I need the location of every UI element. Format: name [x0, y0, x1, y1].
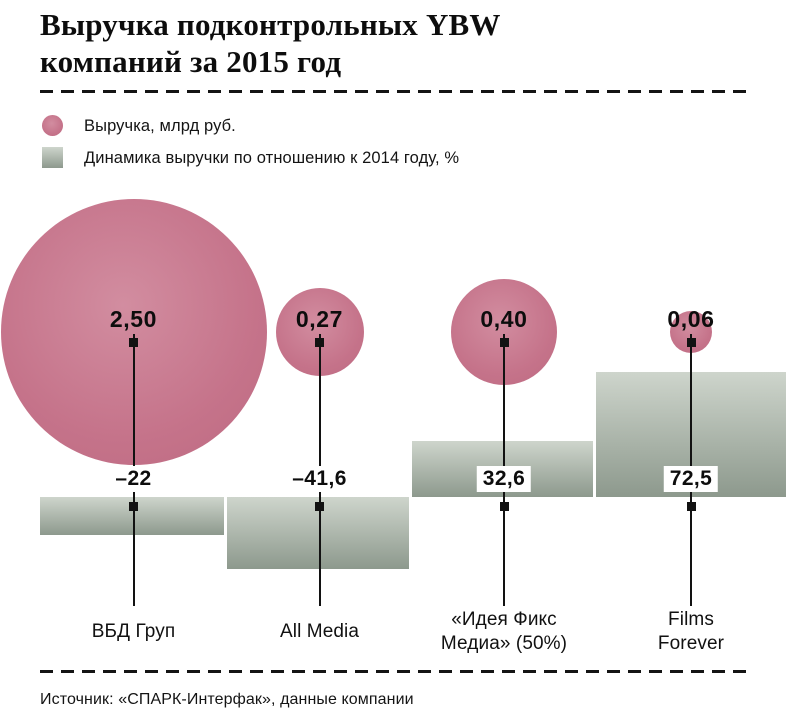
company-label-line: ВБД Груп: [91, 621, 176, 642]
revenue-value-label: 0,27: [295, 306, 344, 332]
title-line-2: компаний за 2015 год: [40, 44, 342, 79]
marker-square-top: [499, 338, 509, 347]
dynamics-value-label: –22: [109, 466, 158, 492]
company-label: All Media: [210, 606, 430, 658]
source-note: Источник: «СПАРК-Интерфак», данные компа…: [40, 691, 414, 708]
revenue-legend-label: Выручка, млрд руб.: [84, 117, 236, 135]
title-line-1: Выручка подконтрольных YBW: [40, 7, 501, 42]
divider-top: [40, 90, 746, 93]
marker-square-bottom: [315, 502, 324, 511]
revenue-value-label: 0,06: [667, 306, 715, 332]
revenue-value-label: 0,40: [480, 306, 528, 332]
dynamics-legend-swatch-icon: [42, 147, 63, 168]
divider-bottom: [40, 670, 746, 673]
marker-square-top: [315, 338, 324, 347]
company-label-line: Films: [668, 609, 714, 630]
dynamics-value-label: –41,6: [286, 466, 353, 492]
company-label-line: Forever: [657, 633, 725, 654]
marker-square-top: [129, 338, 138, 347]
revenue-legend-swatch-icon: [42, 115, 63, 136]
marker-square-top: [686, 338, 696, 347]
page-title: Выручка подконтрольных YBW компаний за 2…: [40, 6, 501, 80]
company-label-line: Медиа» (50%): [440, 633, 568, 654]
dynamics-value-label: 32,6: [476, 466, 532, 492]
company-label: Films Forever: [581, 606, 786, 658]
revenue-value-label: 2,50: [109, 306, 158, 332]
company-label: «Идея Фикс Медиа» (50%): [394, 606, 614, 658]
marker-square-bottom: [129, 502, 138, 511]
marker-square-bottom: [499, 502, 509, 511]
dynamics-value-label: 72,5: [663, 466, 719, 492]
company-label-line: All Media: [279, 621, 360, 642]
marker-square-bottom: [686, 502, 696, 511]
company-label: ВБД Груп: [24, 606, 244, 658]
dynamics-legend-label: Динамика выручки по отношению к 2014 год…: [84, 149, 460, 167]
company-label-line: «Идея Фикс: [451, 609, 557, 630]
